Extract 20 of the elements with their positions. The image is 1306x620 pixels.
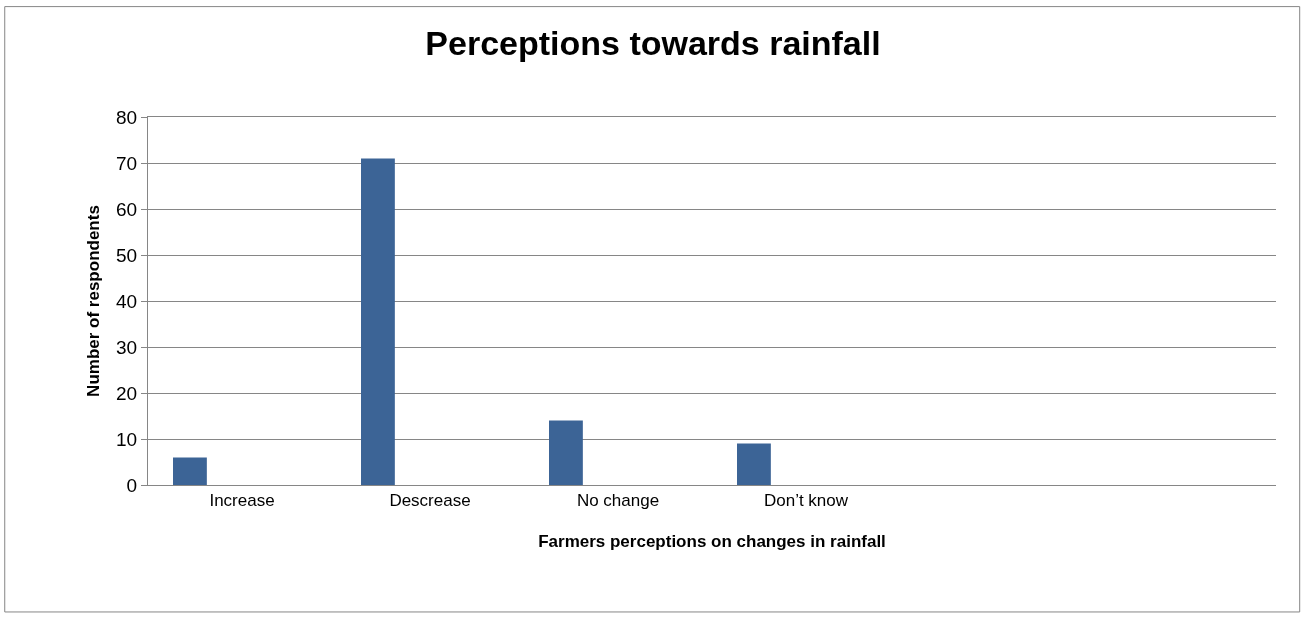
- bar: [737, 443, 771, 485]
- y-tick-label: 10: [116, 428, 138, 450]
- x-tick-label: Increase: [209, 491, 275, 511]
- y-axis-title: Number of respondents: [83, 205, 103, 397]
- y-tick-label: 70: [116, 152, 138, 174]
- y-tick-label: 60: [116, 198, 138, 220]
- bar: [361, 158, 395, 485]
- chart-title: Perceptions towards rainfall: [425, 24, 881, 63]
- y-tick-label: 30: [116, 336, 138, 358]
- y-tick-label: 40: [116, 290, 138, 312]
- x-tick-label: Don’t know: [763, 491, 849, 511]
- bar: [549, 420, 583, 485]
- bar: [173, 457, 207, 485]
- x-axis-title: Farmers perceptions on changes in rainfall: [538, 531, 886, 551]
- y-tick-label: 0: [126, 474, 138, 496]
- y-tick-label: 50: [116, 244, 138, 266]
- x-tick-label: Descrease: [389, 491, 471, 511]
- x-tick-label: No change: [576, 491, 660, 511]
- y-tick-label: 20: [116, 382, 138, 404]
- y-tick-label: 80: [116, 106, 138, 128]
